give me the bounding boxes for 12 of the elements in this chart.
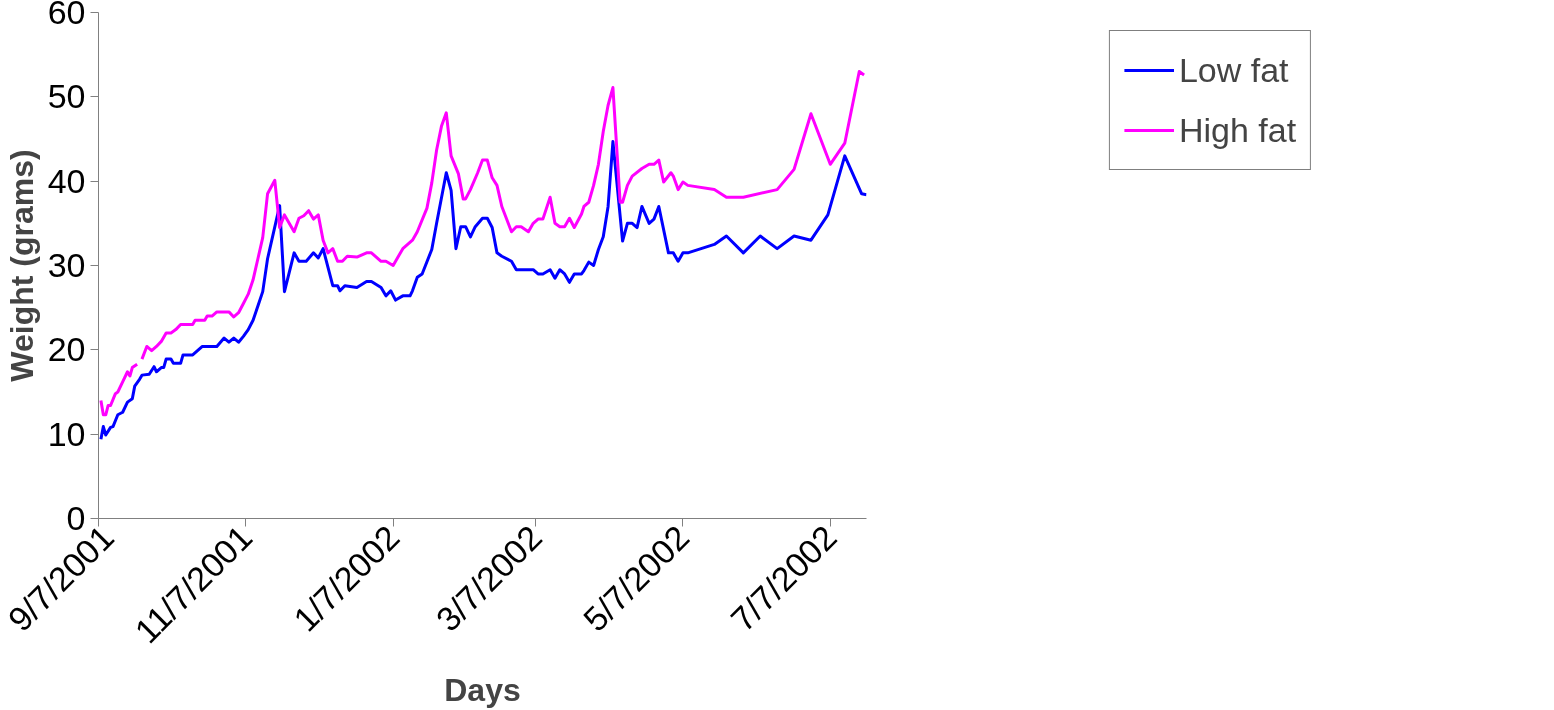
- line-series: [99, 140, 867, 441]
- legend-label: High fat: [1178, 109, 1297, 151]
- y-tick-label: 20: [47, 330, 86, 369]
- y-tick-label: 60: [47, 0, 86, 31]
- y-tick-label: 40: [47, 161, 86, 200]
- y-tick-label: 0: [66, 499, 86, 537]
- y-tick-label: 30: [47, 246, 86, 284]
- y-axis-title: Weight (grams): [3, 149, 40, 382]
- x-axis-title: Days: [444, 671, 521, 708]
- legend-label: Low fat: [1178, 49, 1289, 91]
- y-tick-label: 10: [47, 414, 86, 453]
- y-tick-label: 50: [47, 77, 86, 116]
